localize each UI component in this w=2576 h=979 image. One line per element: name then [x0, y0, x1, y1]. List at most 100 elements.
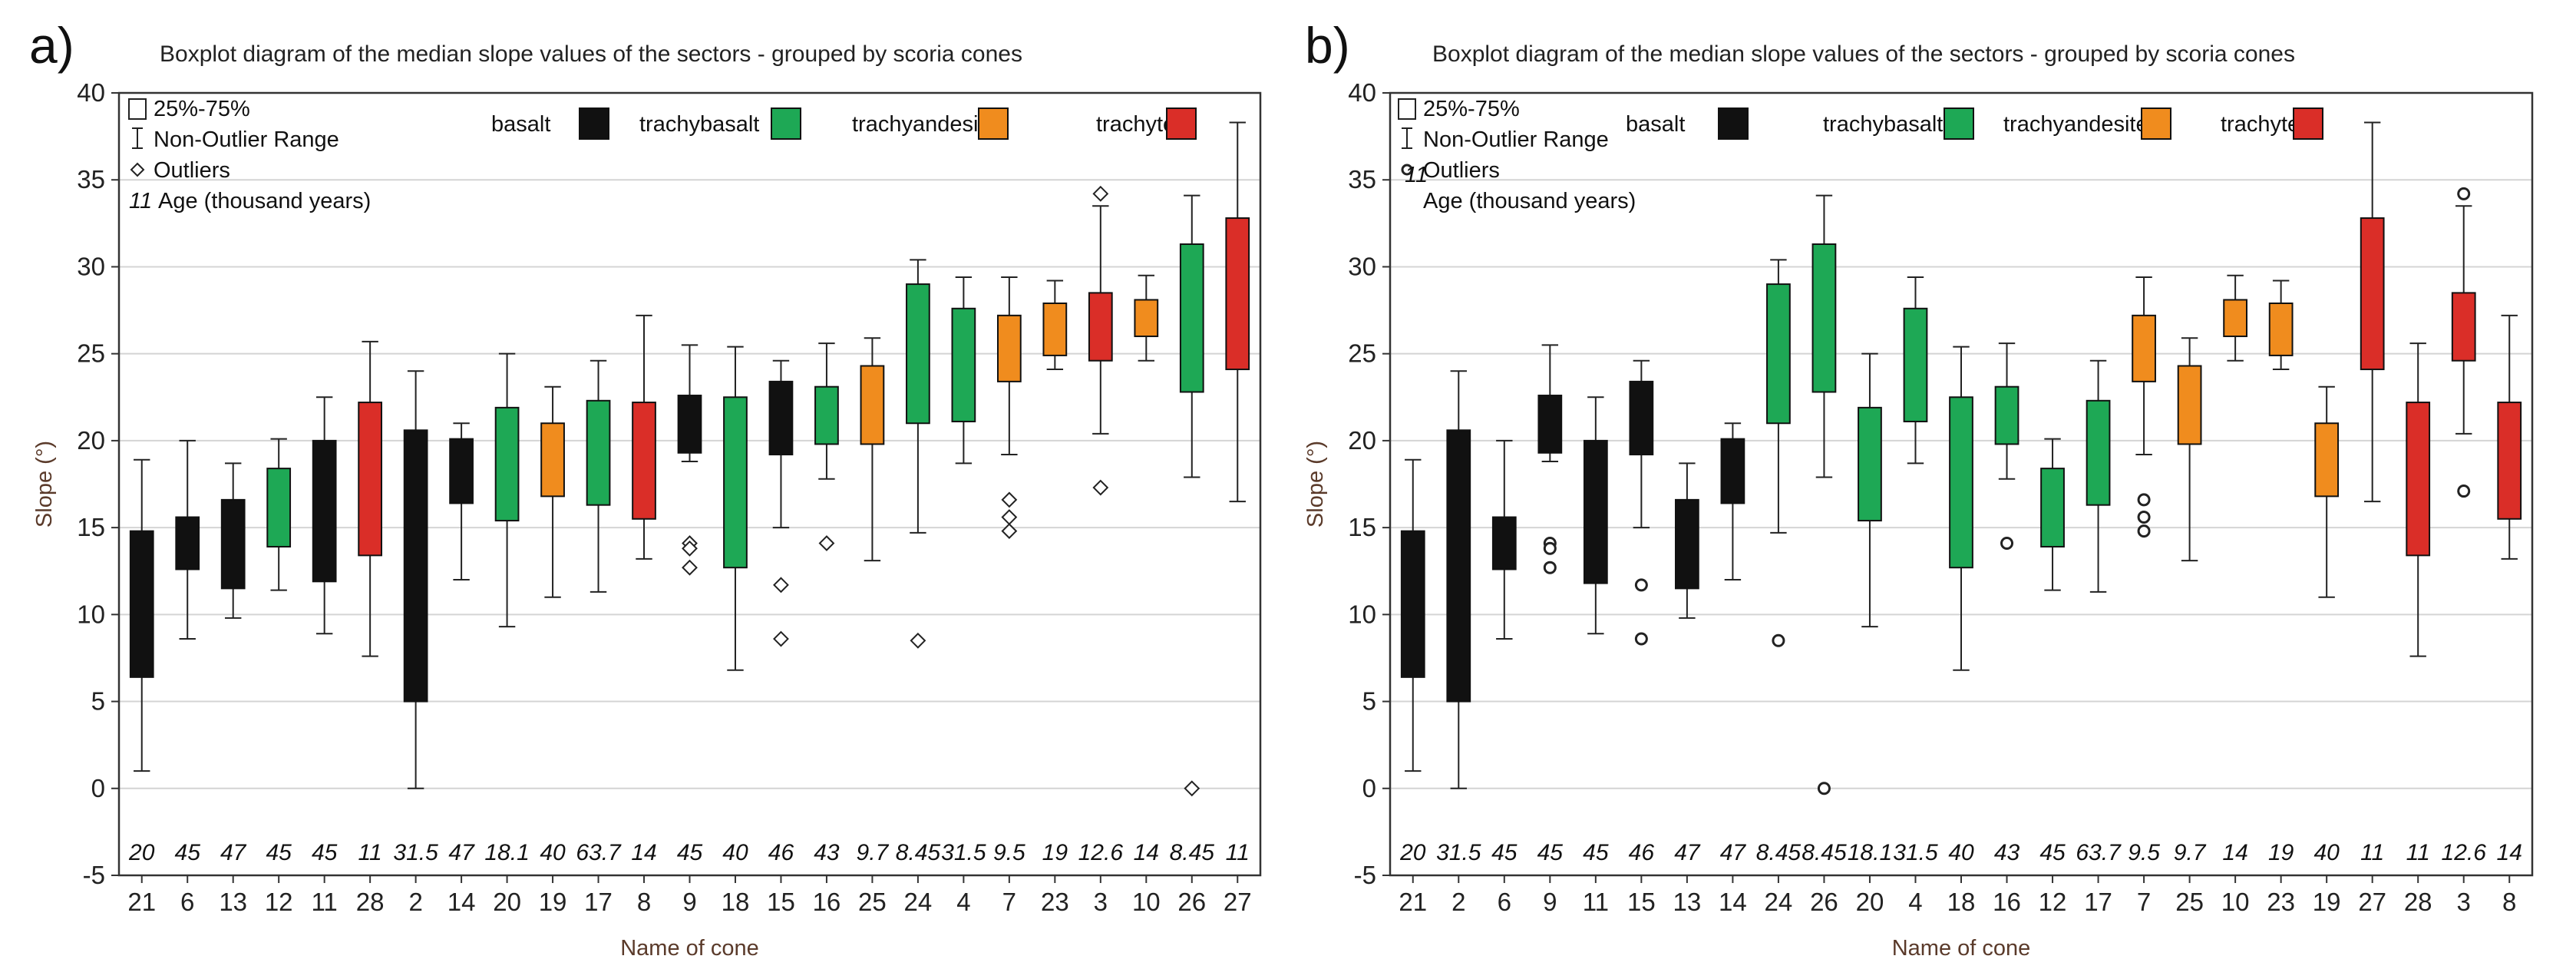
box-trachyte [2406, 402, 2431, 557]
age-label: 11 [358, 840, 382, 865]
cone-24: 8.45 24 [896, 259, 940, 916]
box-trachybasalt [266, 468, 292, 548]
box-basalt [1537, 395, 1563, 454]
age-label: 45 [266, 840, 292, 865]
y-tick-label: -5 [83, 861, 105, 889]
box-trachybasalt [1179, 243, 1204, 393]
age-label: 63.7 [576, 840, 622, 865]
box-trachybasalt [1903, 307, 1928, 422]
cone-6: 45 6 [175, 439, 200, 916]
age-label: 46 [1629, 840, 1655, 865]
outlier-point [1092, 479, 1109, 496]
box-trachybasalt [723, 396, 748, 569]
legend-box-label: 25%-75% [1423, 97, 1520, 121]
cone-26: 8.45 26 [1802, 194, 1847, 916]
y-tick-label: 5 [91, 687, 105, 716]
box-trachybasalt [951, 307, 976, 422]
legend-age-label: Age (thousand years) [1423, 189, 1636, 213]
y-tick-label: 0 [91, 774, 105, 802]
y-axis-label: Slope (°) [32, 441, 57, 528]
box-trachybasalt [494, 406, 520, 522]
x-tick-label: 3 [1094, 888, 1108, 916]
y-tick-label: 40 [77, 78, 105, 107]
age-label: 14 [1134, 840, 1159, 865]
cone-8: 14 8 [2497, 314, 2522, 916]
outlier-point [1001, 523, 1018, 540]
legend-age-symbol: 11 [129, 189, 152, 213]
x-tick-label: 26 [1177, 888, 1206, 916]
cone-7: 9.57 [2128, 276, 2160, 916]
x-tick-label: 6 [1498, 888, 1511, 916]
legend-label-trachybasalt: trachybasalt [639, 112, 759, 137]
y-tick-label: 15 [77, 513, 105, 541]
legend-box-label: 25%-75% [154, 97, 250, 121]
x-tick-label: 13 [1673, 888, 1702, 916]
age-label: 12.6 [1078, 840, 1124, 865]
box-basalt [1675, 498, 1699, 590]
x-tick-label: 28 [2404, 888, 2432, 916]
legend-swatch-trachybasalt [771, 107, 801, 140]
age-label: 40 [540, 840, 566, 865]
cone-18: 40 18 [722, 346, 749, 916]
chart-panel-a: a) Boxplot diagram of the median slope va… [29, 17, 1262, 961]
age-label: 14 [631, 840, 656, 865]
box-basalt [677, 395, 702, 454]
age-label: 18.1 [1848, 840, 1892, 865]
chart-panel-b: b) Boxplot diagram of the median slope va… [1303, 17, 2534, 961]
box-basalt [768, 380, 794, 456]
x-tick-label: 12 [2039, 888, 2067, 916]
x-tick-label: 8 [2502, 888, 2516, 916]
legend-range-label: Non-Outlier Range [1423, 127, 1609, 152]
age-label: 45 [1537, 840, 1564, 865]
legend-label-trachyandesite: trachyandesite [852, 112, 997, 137]
box-basalt [1400, 530, 1425, 678]
age-label: 14 [2497, 840, 2522, 865]
age-label: 8.45 [1802, 840, 1847, 865]
x-tick-label: 19 [539, 888, 567, 916]
x-tick-label: 6 [180, 888, 194, 916]
outlier-point [910, 632, 926, 649]
legend-label-trachybasalt: trachybasalt [1823, 112, 1943, 137]
cone-7: 9.57 [993, 276, 1025, 916]
box-basalt [1629, 380, 1654, 456]
age-label: 20 [1399, 840, 1426, 865]
box-trachyandesite [1134, 299, 1159, 338]
box-basalt [312, 439, 337, 583]
y-axis-label: Slope (°) [1303, 441, 1328, 528]
cone-9: 45 9 [1537, 344, 1564, 916]
age-label: 47 [1720, 840, 1747, 865]
y-tick-label: 10 [1348, 600, 1376, 628]
cone-3: 12.63 [2442, 187, 2486, 916]
outlier-point [1817, 782, 1831, 795]
y-tick-label: 35 [77, 165, 105, 193]
cone-16: 43 16 [813, 342, 841, 916]
x-tick-label: 10 [2221, 888, 2250, 916]
age-label: 31.5 [1893, 840, 1938, 865]
box-trachybasalt [1811, 243, 1837, 393]
cone-25: 9.7 25 [857, 337, 890, 916]
age-label: 63.7 [2076, 840, 2122, 865]
box-trachyte [358, 402, 383, 557]
x-tick-label: 16 [1993, 888, 2021, 916]
x-tick-label: 14 [1719, 888, 1747, 916]
legend-box-symbol [128, 98, 147, 120]
legend-outlier-label: Outliers [154, 158, 230, 183]
age-label: 8.45 [1756, 840, 1802, 865]
age-label: 9.7 [857, 840, 890, 865]
box-basalt [1491, 516, 1517, 571]
x-tick-label: 15 [1627, 888, 1656, 916]
age-label: 11 [2360, 840, 2384, 865]
chart-title: Boxplot diagram of the median slope valu… [1432, 41, 2295, 67]
legend-age-symbol: 11 [1405, 163, 1428, 187]
legend-age-label: Age (thousand years) [158, 189, 371, 213]
x-tick-label: 8 [637, 888, 651, 916]
x-tick-label: 2 [1451, 888, 1465, 916]
x-tick-label: 26 [1810, 888, 1838, 916]
age-label: 11 [1226, 840, 1250, 865]
cone-3: 12.63 [1078, 185, 1124, 916]
cone-10: 14 10 [2221, 274, 2250, 916]
outlier-point [1092, 185, 1109, 202]
